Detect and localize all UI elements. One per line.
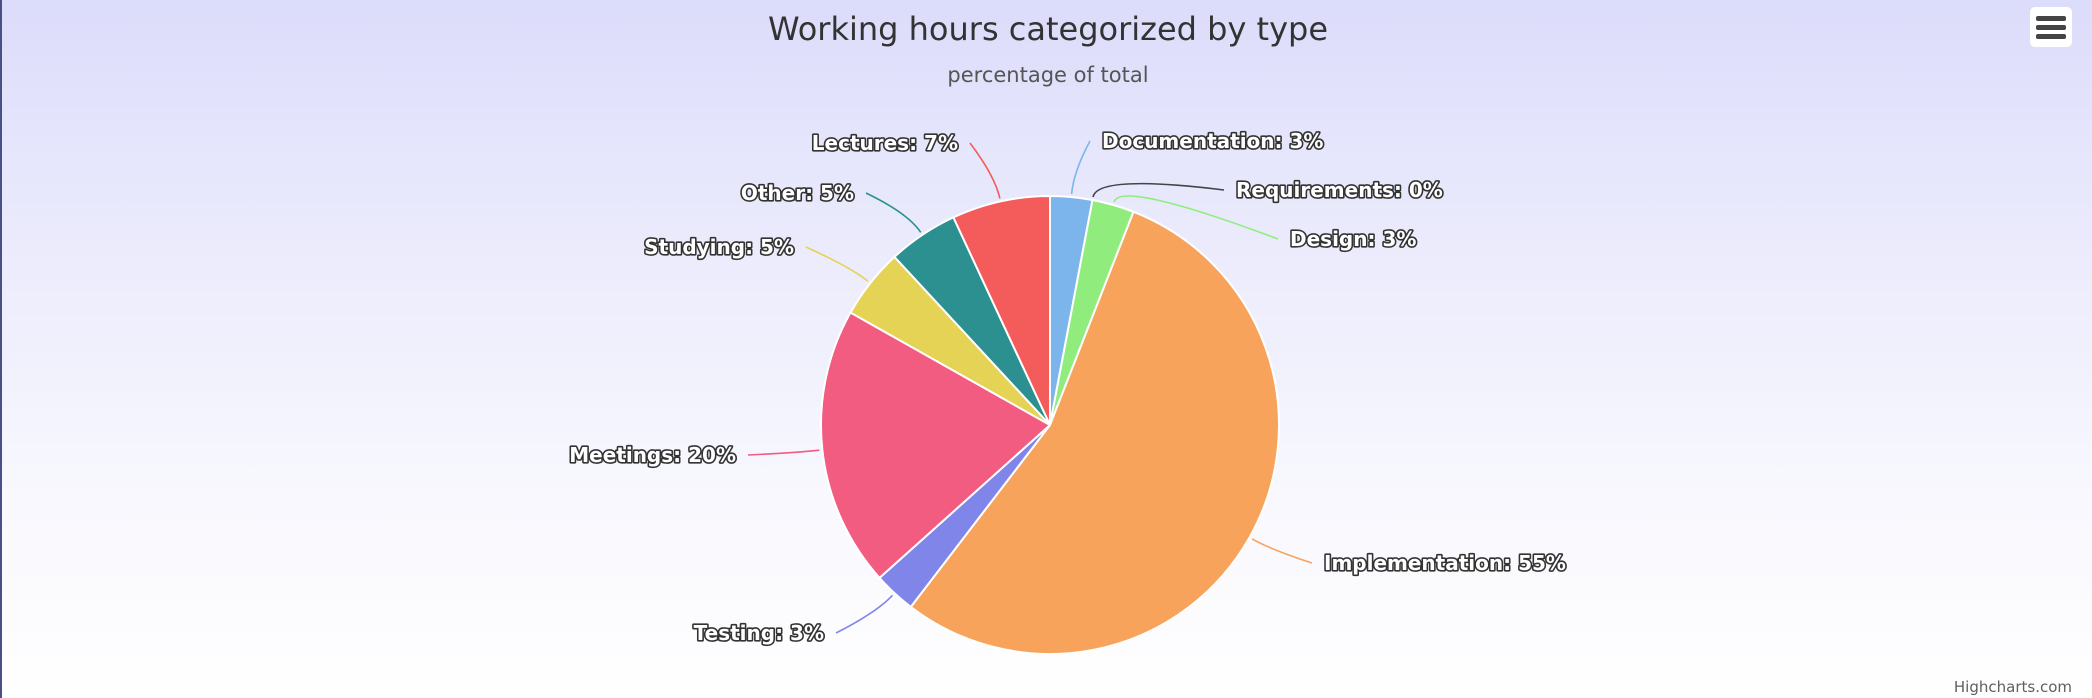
connector-studying	[805, 246, 869, 282]
hamburger-menu-icon	[2036, 16, 2066, 21]
chart-subtitle: percentage of total	[947, 63, 1148, 87]
connector-documentation	[1070, 140, 1091, 195]
chart-context-menu-button[interactable]	[2030, 7, 2072, 47]
connector-design	[1113, 195, 1279, 240]
pie-slice-implementation[interactable]	[909, 210, 1280, 655]
data-labels: Documentation: 3% Requirements: 0% Design:…	[568, 127, 1568, 646]
data-label-other: Other: 5%	[741, 181, 854, 205]
data-label-studying: Studying: 5%	[644, 235, 794, 259]
data-label-requirements: Requirements: 0%	[1236, 178, 1443, 202]
data-label-design: Design: 3%	[1290, 227, 1416, 251]
pie-slice-meetings[interactable]	[820, 311, 1051, 579]
connector-other	[865, 192, 922, 233]
connector-implementation	[1251, 538, 1313, 564]
data-label-meetings: Meetings: 20%	[569, 443, 736, 467]
connector-lectures	[969, 142, 1001, 199]
pie-slice-lectures[interactable]	[952, 195, 1051, 426]
label-connectors	[747, 140, 1313, 634]
connector-meetings	[747, 449, 820, 456]
connector-requirements	[1092, 182, 1225, 198]
chart-title: Working hours categorized by type	[768, 10, 1328, 48]
connector-testing	[835, 594, 894, 634]
data-label-testing: Testing: 3%	[694, 621, 824, 645]
credits-link[interactable]: Highcharts.com	[1954, 678, 2072, 696]
data-label-lectures: Lectures: 7%	[812, 131, 958, 155]
data-label-documentation: Documentation: 3%	[1102, 129, 1323, 153]
data-label-implementation: Implementation: 55%	[1324, 551, 1566, 575]
pie-slices	[820, 195, 1280, 655]
